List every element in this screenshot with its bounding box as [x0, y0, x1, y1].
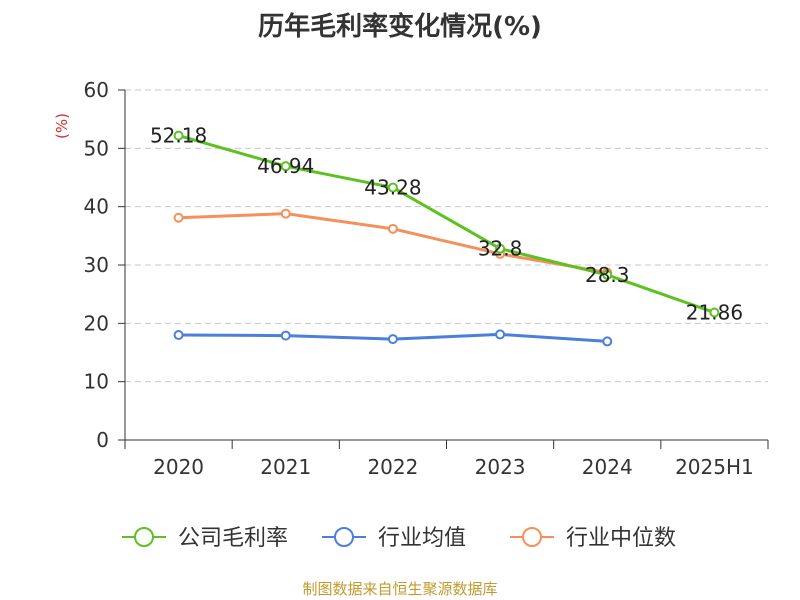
y-tick-label: 10 — [84, 370, 109, 394]
y-axis-label: (%) — [53, 113, 71, 139]
x-tick-label: 2024 — [582, 455, 633, 479]
series-line — [178, 134, 715, 314]
data-point — [387, 334, 398, 345]
x-tick-label: 2023 — [475, 455, 526, 479]
data-point — [280, 330, 291, 341]
axis-layer: 0 10 20 30 40 50 60 2020 2021 2022 2023 2024 2025H1 (… — [53, 78, 769, 479]
data-point — [602, 269, 613, 280]
legend-label: 行业均值 — [378, 526, 466, 551]
grid-layer — [125, 89, 768, 383]
y-tick-label: 50 — [84, 136, 109, 160]
data-label: 46.94 — [257, 154, 314, 178]
legend-item: 公司毛利率 — [122, 526, 288, 551]
legend-item: 行业均值 — [322, 526, 466, 551]
data-point — [495, 243, 506, 254]
data-label: 21.86 — [686, 300, 743, 324]
x-tick-label: 2021 — [260, 455, 311, 479]
data-point — [495, 329, 506, 340]
data-point — [387, 182, 398, 193]
y-tick-label: 20 — [84, 311, 109, 335]
data-point — [709, 307, 720, 318]
data-point — [173, 330, 184, 340]
label-layer: 52.18 46.94 43.28 32.8 28.3 21.86 — [150, 124, 743, 325]
legend-swatch-marker — [522, 527, 542, 547]
legend: 公司毛利率 行业均值 行业中位数 — [122, 526, 676, 551]
data-point — [602, 336, 613, 347]
data-point — [173, 212, 184, 223]
data-label: 28.3 — [585, 263, 630, 287]
data-point — [280, 161, 291, 172]
y-tick-label: 40 — [84, 195, 109, 219]
data-point — [387, 223, 398, 234]
series-line — [178, 212, 608, 275]
legend-item: 行业中位数 — [510, 526, 676, 551]
data-label: 32.8 — [478, 237, 523, 261]
y-tick-label: 30 — [84, 253, 109, 277]
series-layer — [173, 130, 720, 347]
y-tick-label: 60 — [84, 78, 109, 102]
x-tick-label: 2022 — [367, 455, 418, 479]
y-tick-label: 0 — [96, 428, 109, 452]
source-note: 制图数据来自恒生聚源数据库 — [302, 580, 498, 598]
x-tick-label: 2020 — [153, 455, 204, 479]
data-label: 52.18 — [150, 124, 207, 148]
chart-title: 历年毛利率变化情况(%) — [258, 12, 542, 42]
data-point — [280, 208, 291, 219]
legend-label: 行业中位数 — [566, 526, 676, 551]
legend-swatch-marker — [334, 527, 354, 547]
legend-swatch-marker — [134, 527, 154, 547]
data-label: 43.28 — [364, 176, 421, 200]
data-point — [173, 130, 184, 141]
legend-label: 公司毛利率 — [178, 526, 288, 551]
x-tick-label: 2025H1 — [675, 455, 754, 479]
